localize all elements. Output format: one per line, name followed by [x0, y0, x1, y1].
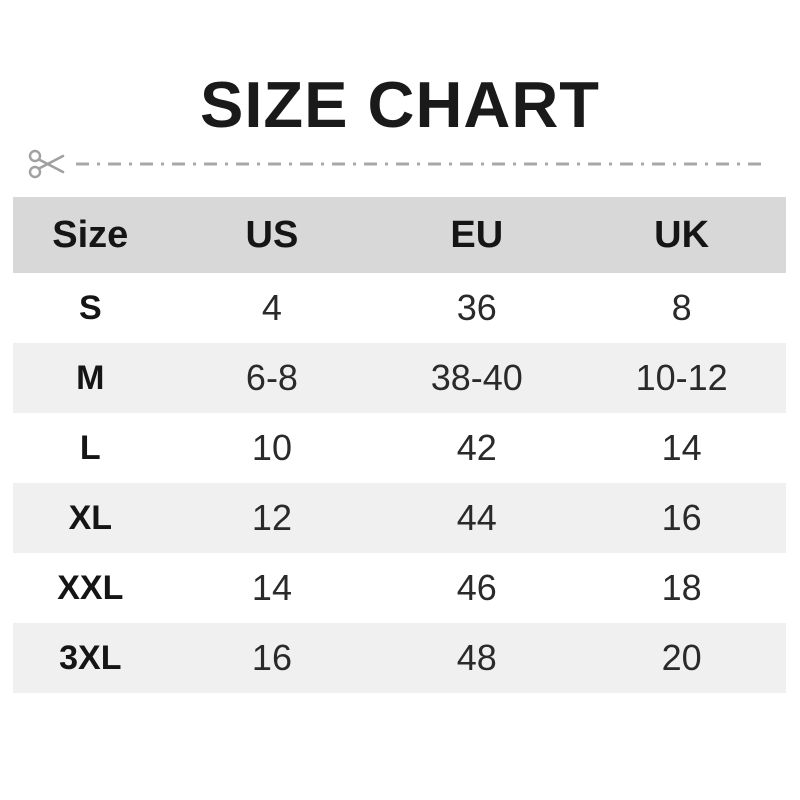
eu-value: 48: [456, 637, 497, 678]
uk-value: 14: [661, 427, 702, 468]
uk-value: 16: [661, 497, 702, 538]
scissors-icon: [28, 149, 65, 179]
table-row-l: L 10 42 14: [13, 413, 786, 483]
eu-value: 46: [456, 567, 497, 608]
eu-value: 36: [456, 287, 497, 328]
table-row-s: S 4 36 8: [13, 273, 786, 343]
uk-value: 10-12: [635, 357, 728, 398]
us-value: 4: [261, 287, 282, 328]
table-row-xxl: XXL 14 46 18: [13, 553, 786, 623]
uk-value: 20: [661, 637, 702, 678]
table-row-3xl: 3XL 16 48 20: [13, 623, 786, 693]
table-header-row: Size US EU UK: [13, 197, 786, 273]
page-title: SIZE CHART: [200, 68, 600, 141]
table-row-xl: XL 12 44 16: [13, 483, 786, 553]
uk-value: 18: [661, 567, 702, 608]
us-value: 10: [251, 427, 292, 468]
size-label: XXL: [57, 568, 124, 607]
column-header-us: US: [245, 213, 299, 256]
us-value: 14: [251, 567, 292, 608]
dashed-cut-line: [76, 162, 768, 166]
us-value: 6-8: [245, 357, 298, 398]
eu-value: 38-40: [430, 357, 523, 398]
table-row-m: M 6-8 38-40 10-12: [13, 343, 786, 413]
size-label: M: [76, 358, 105, 397]
us-value: 16: [251, 637, 292, 678]
column-header-uk: UK: [654, 213, 710, 256]
uk-value: 8: [671, 287, 692, 328]
size-label: XL: [68, 498, 113, 537]
cut-line: [26, 142, 768, 186]
eu-value: 42: [456, 427, 497, 468]
eu-value: 44: [456, 497, 497, 538]
column-header-size: Size: [52, 213, 129, 256]
column-header-eu: EU: [450, 213, 504, 256]
size-label: S: [78, 288, 102, 327]
size-label: 3XL: [59, 638, 122, 677]
size-table: Size US EU UK S 4 36 8 M 6-8 38-40 10-12…: [13, 197, 786, 693]
size-label: L: [79, 428, 101, 467]
us-value: 12: [251, 497, 292, 538]
